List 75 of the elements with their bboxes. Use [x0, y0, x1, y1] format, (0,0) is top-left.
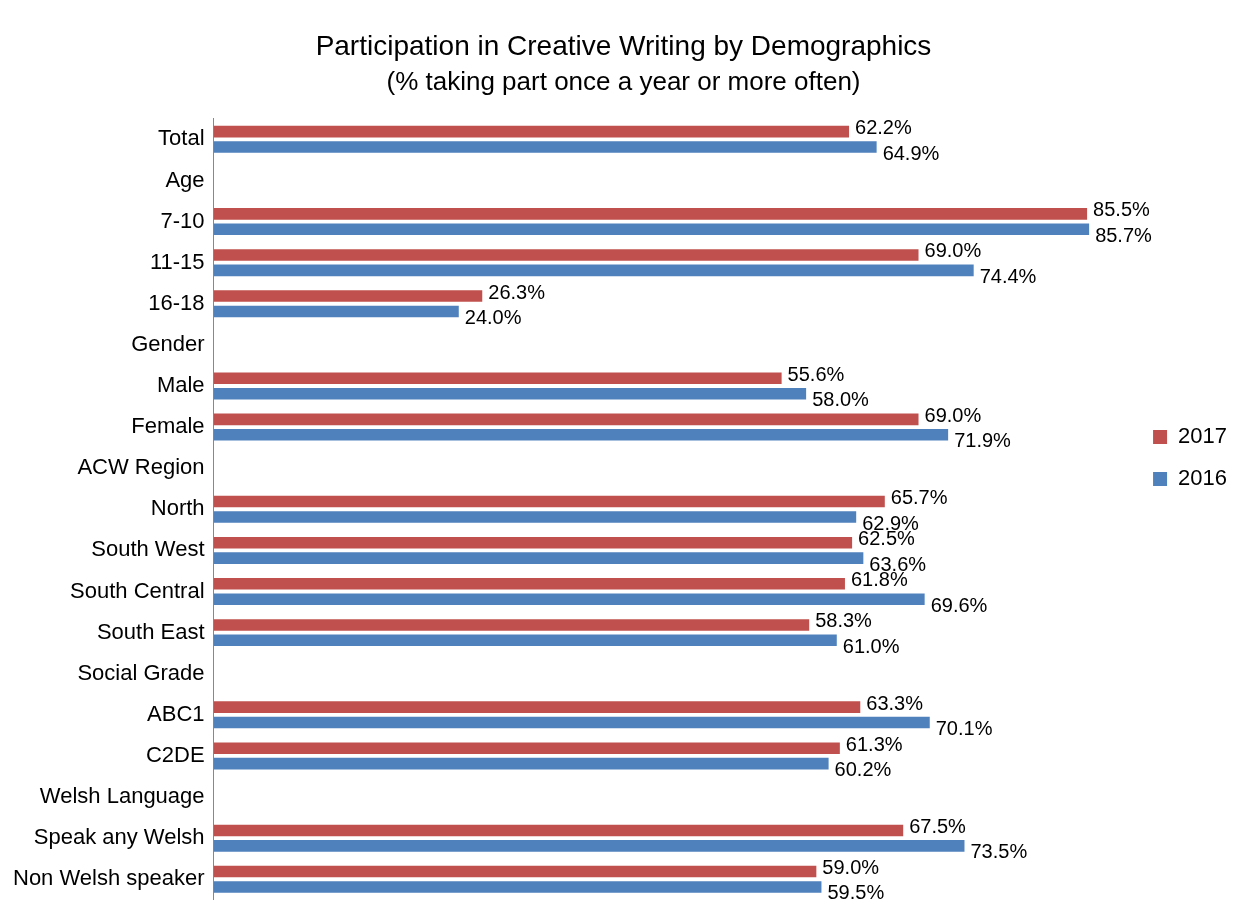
data-label: 24.0% — [464, 306, 522, 328]
bar — [213, 125, 850, 138]
chart-subtitle: (% taking part once a year or more often) — [386, 66, 861, 97]
y-tick-label: Age — [165, 166, 205, 192]
data-label: 59.5% — [827, 881, 885, 904]
chart-title: Participation in Creative Writing by Demographics — [315, 29, 932, 61]
y-tick-label: Female — [131, 413, 205, 439]
bar — [213, 840, 965, 852]
y-tick-label: Non Welsh speaker — [13, 865, 205, 891]
data-label: 69.0% — [924, 239, 982, 262]
bar — [213, 824, 904, 837]
data-label: 62.2% — [855, 116, 912, 139]
y-tick-label: Gender — [131, 330, 205, 356]
data-label: 61.3% — [845, 732, 903, 755]
bar — [213, 305, 459, 318]
y-tick-label: 11-15 — [149, 248, 205, 274]
data-label: 64.9% — [882, 141, 940, 164]
bar — [213, 865, 817, 878]
bar — [213, 701, 861, 713]
data-label: 61.0% — [842, 634, 900, 657]
data-label: 85.5% — [1093, 198, 1151, 221]
bar — [213, 552, 864, 564]
bar — [213, 495, 885, 508]
y-tick-label: South East — [96, 618, 205, 644]
bar — [213, 208, 1088, 220]
bar — [213, 619, 810, 631]
data-label: 67.5% — [909, 814, 967, 837]
bar — [213, 716, 930, 729]
y-tick-label: South Central — [70, 577, 205, 603]
bar — [213, 593, 925, 605]
legend-label: 2017 — [1178, 423, 1228, 449]
bar — [213, 634, 837, 647]
y-tick-label: Speak any Welsh — [33, 824, 205, 850]
data-label: 70.1% — [935, 717, 993, 740]
y-tick-label: ACW Region — [77, 454, 205, 480]
bar — [213, 223, 1090, 236]
bar — [213, 757, 829, 770]
y-tick-label: Welsh Language — [39, 783, 205, 809]
bar — [213, 413, 919, 426]
data-label: 69.6% — [930, 593, 988, 616]
y-tick-label: 16-18 — [148, 289, 205, 315]
y-tick-label: Social Grade — [77, 659, 205, 685]
data-label: 65.7% — [890, 486, 948, 509]
bar — [213, 881, 822, 893]
bar — [213, 141, 877, 153]
bar — [213, 387, 807, 400]
y-tick-label: 7-10 — [160, 207, 205, 233]
bar — [213, 536, 853, 549]
data-label: 26.3% — [488, 280, 546, 303]
data-label: 63.3% — [866, 691, 924, 714]
bar — [213, 249, 919, 261]
data-label: 71.9% — [954, 429, 1012, 452]
y-tick-label: ABC1 — [147, 700, 205, 726]
y-tick-label: Male — [156, 372, 205, 398]
bar — [213, 290, 483, 302]
y-tick-label: C2DE — [145, 741, 205, 767]
data-label: 73.5% — [970, 840, 1028, 863]
y-tick-label: North — [150, 495, 205, 521]
bar — [213, 578, 845, 590]
bar — [213, 429, 949, 441]
data-label: 85.7% — [1095, 223, 1153, 246]
legend-label: 2016 — [1178, 465, 1228, 491]
data-label: 58.3% — [815, 609, 873, 632]
bar — [213, 372, 782, 385]
data-label: 69.0% — [924, 403, 982, 426]
y-tick-label: South West — [91, 536, 205, 562]
data-label: 58.0% — [812, 388, 870, 411]
data-label: 74.4% — [979, 264, 1037, 287]
y-tick-label: Total — [158, 125, 205, 151]
bar — [213, 264, 974, 277]
data-label: 60.2% — [834, 758, 892, 781]
data-label: 55.6% — [787, 362, 845, 385]
bar — [213, 511, 857, 523]
bar — [213, 742, 840, 755]
data-label: 59.0% — [822, 856, 880, 879]
